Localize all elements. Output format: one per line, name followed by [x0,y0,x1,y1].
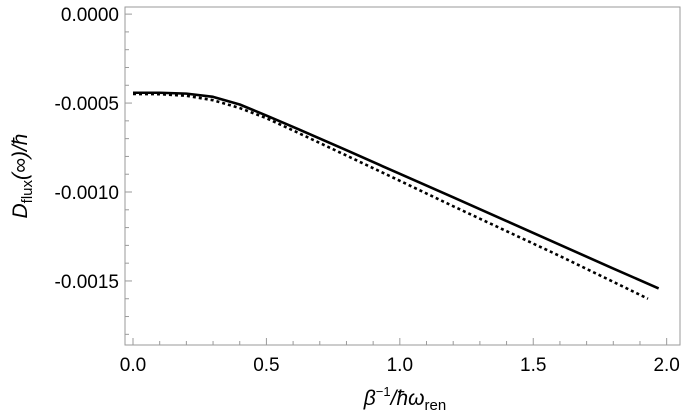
x-axis-label-power: −1 [376,384,391,399]
x-tick-label: 0.5 [253,355,279,376]
x-axis-label-beta: β [363,387,376,410]
y-axis-label-d: D [9,203,32,218]
x-tick-label: 1.0 [387,355,413,376]
x-tick-label: 0.0 [120,355,146,376]
x-tick-label: 2.0 [653,355,679,376]
series-dotted-line [132,92,649,300]
y-tick-label: -0.0015 [55,272,119,293]
x-axis-label: β−1/ħωren [363,384,446,414]
x-tick-label: 1.5 [520,355,546,376]
x-axis-label-sub: ren [425,397,447,414]
series-group [132,91,660,300]
tick-marks [125,13,668,345]
y-axis-label: Dflux(∞)/ħ [9,134,36,219]
x-axis-label-rest: /ħω [389,387,425,410]
tick-labels: 0.0 0.5 1.0 1.5 2.0 0.0000 -0.0005 -0.0010 -0.00… [55,5,680,376]
y-tick-label: -0.0010 [55,183,119,204]
y-axis-label-sub: flux [19,179,36,203]
y-tick-label: 0.0000 [61,5,119,26]
plot-frame [124,6,681,346]
y-tick-label: -0.0005 [55,94,119,115]
series-solid-line [133,91,660,290]
y-axis-label-rest: (∞)/ħ [9,134,32,180]
